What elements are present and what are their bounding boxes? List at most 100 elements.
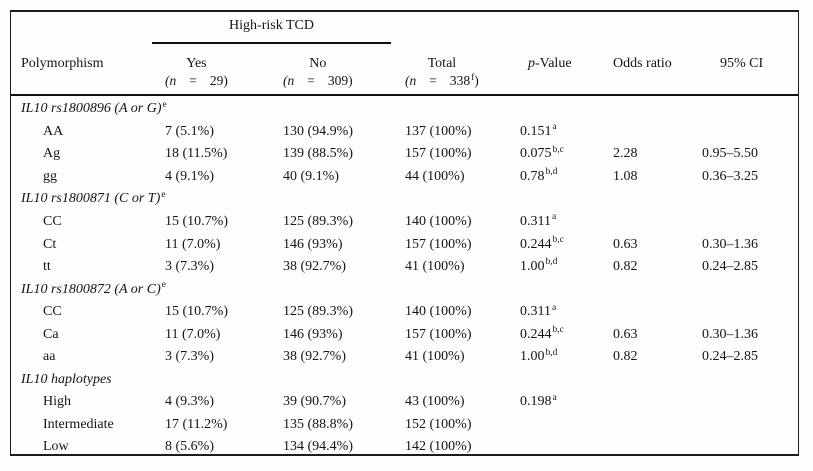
total-count-cell: 157 (100%) (405, 146, 472, 162)
p-value-cell: 0.075b,c (520, 144, 564, 162)
ci-cell: 0.30–1.36 (702, 236, 758, 252)
col-header-95-ci: 95% CI (720, 56, 764, 71)
total-label: Total (427, 56, 457, 71)
p-value-cell: 0.311a (520, 302, 557, 320)
ci-cell: 0.24–2.85 (702, 349, 758, 365)
polymorphism-label: Intermediate (43, 416, 114, 432)
data-row: CC 15 (10.7%) 125 (89.3%) 140 (100%) 0.3… (11, 211, 798, 234)
no-count-cell: 134 (94.4%) (283, 439, 353, 455)
yes-count-cell: 11 (7.0%) (165, 236, 221, 252)
ci-cell: 0.36–3.25 (702, 168, 758, 184)
no-count-cell: 39 (90.7%) (283, 394, 346, 410)
col-header-total: Total (n = 338f) (405, 55, 520, 90)
col-header-polymorphism: Polymorphism (21, 56, 104, 71)
no-count-cell: 125 (89.3%) (283, 214, 353, 229)
high-risk-tcd-spanner: High-risk TCD (152, 17, 391, 44)
p-value-cell (520, 439, 613, 455)
p-value-cell: 0.244b,c (520, 234, 564, 252)
total-count-cell: 142 (100%) (405, 439, 472, 455)
polymorphism-label: aa (43, 349, 56, 365)
yes-n-count: (n = 29) (165, 73, 228, 88)
data-row: High 4 (9.3%) 39 (90.7%) 43 (100%) 0.198… (11, 391, 798, 414)
col-header-pvalue: p-Value (528, 56, 572, 71)
data-row: AA 7 (5.1%) 130 (94.9%) 137 (100%) 0.151… (11, 121, 798, 144)
ci-cell: 0.30–1.36 (702, 326, 758, 342)
data-row: Intermediate 17 (11.2%) 135 (88.8%) 152 … (11, 414, 798, 437)
p-value-cell (520, 417, 613, 433)
polymorphism-label: High (43, 394, 71, 410)
yes-count-cell: 15 (10.7%) (165, 304, 228, 320)
polymorphism-label: Low (43, 439, 69, 455)
statistics-table: High-risk TCD Polymorphism Yes (n = 29) No… (10, 10, 799, 456)
no-count-cell: 125 (89.3%) (283, 304, 353, 320)
no-n-count: (n = 309) (283, 73, 353, 88)
section-title: IL10 rs1800871 (C or T)e (21, 189, 166, 207)
polymorphism-label: gg (43, 168, 57, 184)
odds-ratio-cell: 0.63 (613, 236, 638, 252)
p-value-cell: 0.198a (520, 392, 557, 410)
data-row: aa 3 (7.3%) 38 (92.7%) 41 (100%) 1.00b,d… (11, 346, 798, 369)
data-row: Ca 11 (7.0%) 146 (93%) 157 (100%) 0.244b… (11, 323, 798, 346)
column-header-row: Polymorphism Yes (n = 29) No (n = 309) Total (11, 55, 798, 90)
yes-label: Yes (186, 56, 207, 71)
polymorphism-label: CC (43, 214, 62, 229)
p-value-cell: 0.151a (520, 122, 557, 139)
col-header-odds-ratio: Odds ratio (613, 56, 672, 71)
yes-count-cell: 18 (11.5%) (165, 146, 228, 162)
total-count-cell: 137 (100%) (405, 123, 472, 139)
section-title: IL10 rs1800872 (A or C)e (21, 279, 166, 297)
odds-ratio-cell: 2.28 (613, 146, 638, 162)
yes-count-cell: 7 (5.1%) (165, 123, 214, 139)
data-row: Ct 11 (7.0%) 146 (93%) 157 (100%) 0.244b… (11, 233, 798, 256)
total-n-count: (n = 338f) (405, 72, 479, 88)
p-value-cell: 0.244b,c (520, 325, 564, 342)
section-title-row: IL10 haplotypes (11, 369, 798, 392)
no-count-cell: 130 (94.9%) (283, 123, 353, 139)
no-count-cell: 146 (93%) (283, 326, 343, 342)
no-count-cell: 135 (88.8%) (283, 416, 353, 432)
yes-count-cell: 4 (9.1%) (165, 168, 214, 184)
no-count-cell: 40 (9.1%) (283, 168, 339, 184)
no-count-cell: 38 (92.7%) (283, 259, 346, 275)
ci-cell: 0.95–5.50 (702, 146, 758, 162)
data-row: tt 3 (7.3%) 38 (92.7%) 41 (100%) 1.00b,d… (11, 256, 798, 279)
col-header-no: No (n = 309) (283, 55, 405, 90)
yes-count-cell: 15 (10.7%) (165, 214, 228, 229)
data-row: gg 4 (9.1%) 40 (9.1%) 44 (100%) 0.78b,d … (11, 166, 798, 189)
odds-ratio-cell: 1.08 (613, 168, 638, 184)
no-count-cell: 38 (92.7%) (283, 349, 346, 365)
table-header: High-risk TCD Polymorphism Yes (n = 29) No… (11, 12, 798, 96)
total-count-cell: 157 (100%) (405, 236, 472, 252)
odds-ratio-cell: 0.82 (613, 259, 638, 275)
col-header-yes: Yes (n = 29) (165, 55, 283, 90)
yes-count-cell: 3 (7.3%) (165, 259, 214, 275)
yes-count-cell: 3 (7.3%) (165, 349, 214, 365)
spanner-row: High-risk TCD (11, 17, 798, 49)
odds-ratio-cell: 0.82 (613, 349, 638, 365)
yes-count-cell: 17 (11.2%) (165, 416, 228, 432)
total-count-cell: 43 (100%) (405, 394, 465, 410)
section-title: IL10 haplotypes (21, 371, 112, 387)
data-row: Low 8 (5.6%) 134 (94.4%) 142 (100%) (11, 436, 798, 459)
total-count-cell: 41 (100%) (405, 349, 465, 365)
total-count-cell: 41 (100%) (405, 259, 465, 275)
data-row: CC 15 (10.7%) 125 (89.3%) 140 (100%) 0.3… (11, 301, 798, 324)
yes-count-cell: 4 (9.3%) (165, 394, 214, 410)
yes-count-cell: 11 (7.0%) (165, 326, 221, 342)
no-count-cell: 146 (93%) (283, 236, 343, 252)
odds-ratio-cell: 0.63 (613, 326, 638, 342)
polymorphism-label: AA (43, 123, 64, 139)
p-value-cell: 0.78b,d (520, 167, 558, 184)
data-row: Ag 18 (11.5%) 139 (88.5%) 157 (100%) 0.0… (11, 143, 798, 166)
polymorphism-label: tt (43, 259, 51, 275)
p-value-cell: 1.00b,d (520, 347, 558, 365)
ci-cell: 0.24–2.85 (702, 259, 758, 275)
section-title-row: IL10 rs1800871 (C or T)e (11, 188, 798, 211)
total-count-cell: 44 (100%) (405, 168, 465, 184)
total-count-cell: 140 (100%) (405, 214, 472, 229)
total-count-cell: 140 (100%) (405, 304, 472, 320)
p-value-cell: 1.00b,d (520, 257, 558, 275)
yes-count-cell: 8 (5.6%) (165, 439, 214, 455)
total-count-cell: 157 (100%) (405, 326, 472, 342)
